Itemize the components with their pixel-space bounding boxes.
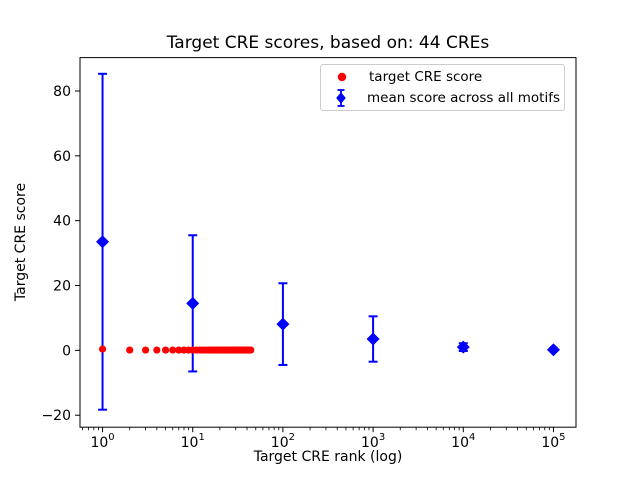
blue-diamond-errorbar-marker-icon — [325, 88, 357, 108]
y-tick-label: 60 — [53, 149, 71, 165]
red-dot-marker — [247, 346, 255, 354]
y-tick-label: 40 — [53, 214, 71, 230]
axes-box — [79, 57, 577, 428]
red-dot-marker — [126, 346, 134, 354]
blue-diamond-marker — [546, 343, 560, 357]
legend-item-target-cre-score: target CRE score — [325, 67, 560, 88]
red-dot-marker — [169, 346, 177, 354]
legend-label-target-cre-score: target CRE score — [369, 69, 483, 86]
y-axis-label: Target CRE score — [13, 182, 29, 302]
y-tick-label: 20 — [53, 279, 71, 295]
blue-diamond-marker — [96, 235, 110, 249]
red-circle-marker-icon — [325, 70, 359, 84]
blue-diamond-marker — [366, 332, 380, 346]
red-dot-marker — [161, 346, 170, 354]
red-dot-marker — [98, 345, 107, 353]
x-axis-label: Target CRE rank (log) — [253, 449, 403, 465]
red-dot-marker — [175, 346, 183, 354]
chart-title: Target CRE scores, based on: 44 CREs — [166, 33, 490, 53]
legend-item-mean-score: mean score across all motifs — [325, 88, 560, 109]
blue-diamond-marker — [186, 296, 200, 310]
y-tick-label: 0 — [62, 343, 71, 359]
blue-diamond-marker — [276, 317, 290, 331]
legend: target CRE score mean score across all m… — [320, 64, 565, 111]
y-tick-label: 80 — [53, 84, 71, 100]
blue-diamond-marker — [456, 340, 470, 354]
red-dot-marker — [153, 346, 161, 354]
y-tick-label: −20 — [41, 408, 71, 424]
legend-label-mean-score: mean score across all motifs — [366, 89, 560, 106]
red-dot-marker — [141, 346, 150, 354]
